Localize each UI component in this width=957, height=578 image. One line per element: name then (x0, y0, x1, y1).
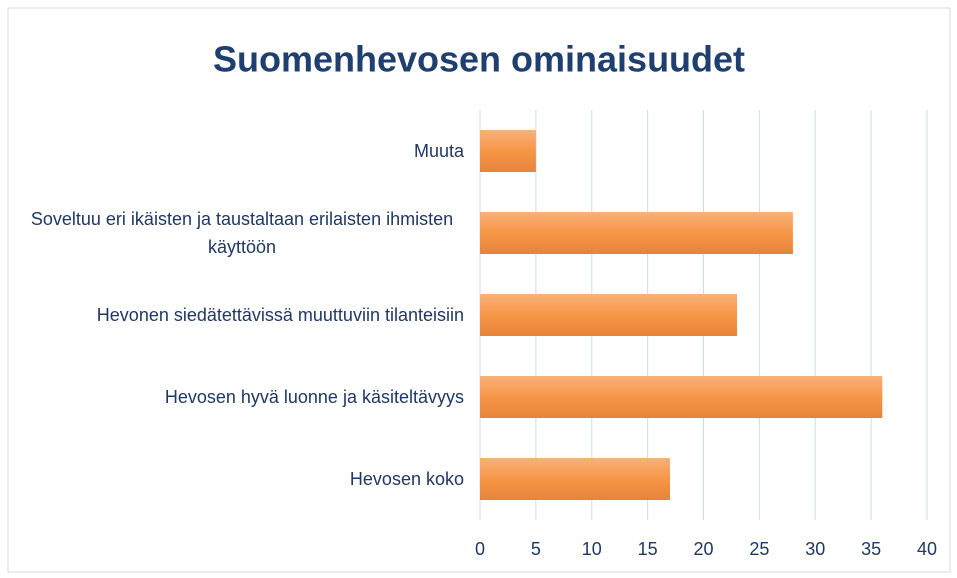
x-tick-label: 0 (475, 539, 485, 559)
y-tick-label-box: Soveltuu eri ikäisten ja taustaltaan eri… (20, 205, 464, 261)
x-tick-label: 25 (749, 539, 769, 559)
y-tick-label: Hevosen hyvä luonne ja käsiteltävyys (164, 387, 464, 407)
chart-title: Suomenhevosen ominaisuudet (213, 39, 745, 80)
x-tick-label: 20 (693, 539, 713, 559)
y-tick-label-box: Muuta (20, 137, 464, 165)
bar (480, 212, 793, 254)
y-tick-label-box: Hevosen koko (20, 465, 464, 493)
y-tick-label-box: Hevosen hyvä luonne ja käsiteltävyys (20, 383, 464, 411)
x-tick-label: 15 (638, 539, 658, 559)
x-tick-label: 30 (805, 539, 825, 559)
bar (480, 130, 536, 172)
x-tick-label: 40 (917, 539, 937, 559)
y-tick-label: Muuta (413, 141, 464, 161)
bar (480, 376, 883, 418)
x-tick-label: 10 (582, 539, 602, 559)
chart-border (7, 7, 951, 573)
x-tick-label: 35 (861, 539, 881, 559)
bar (480, 458, 670, 500)
y-tick-label-box: Hevonen siedätettävissä muuttuviin tilan… (20, 301, 464, 329)
x-tick-label: 5 (531, 539, 541, 559)
y-tick-label: Hevonen siedätettävissä muuttuviin tilan… (96, 305, 464, 325)
bar (480, 294, 738, 336)
y-tick-label: Hevosen koko (349, 469, 464, 489)
y-tick-label: Soveltuu eri ikäisten ja taustaltaan eri… (30, 209, 454, 257)
